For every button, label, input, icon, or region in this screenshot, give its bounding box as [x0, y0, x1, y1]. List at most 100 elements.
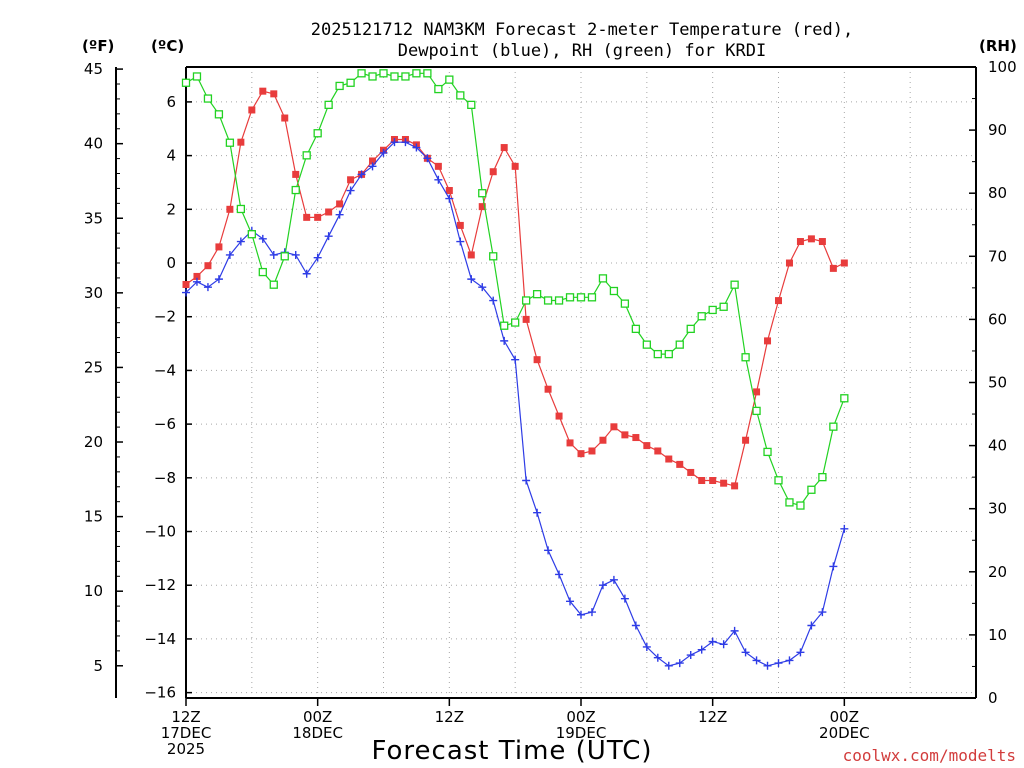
fahrenheit-tick-label: 40 — [84, 135, 103, 153]
temperature-point — [555, 412, 563, 420]
temperature-point — [588, 447, 596, 455]
rh-point — [829, 422, 838, 431]
rh-point — [609, 286, 619, 296]
rh-tick-label: 70 — [988, 247, 1007, 265]
temperature-point — [610, 423, 618, 431]
celsius-tick-label: −12 — [144, 576, 176, 594]
dewpoint-point — [192, 277, 201, 286]
chart-title-line2: Dewpoint (blue), RH (green) for KRDI — [398, 41, 766, 61]
temperature-point — [445, 187, 453, 195]
dewpoint-point — [664, 661, 673, 670]
rh-point — [631, 324, 641, 334]
rh-point — [247, 230, 256, 239]
rh-point — [456, 91, 465, 100]
dewpoint-point — [203, 283, 212, 292]
temperature-point — [270, 90, 278, 98]
rh-point — [335, 81, 344, 91]
dewpoint-point — [818, 608, 827, 617]
rh-point — [565, 293, 575, 302]
temperature-point — [796, 238, 804, 246]
dewpoint-point — [291, 250, 300, 259]
rh-point — [346, 78, 355, 87]
temperature-point — [467, 251, 475, 259]
temperature-point — [193, 272, 201, 280]
rh-point — [763, 447, 772, 457]
dewpoint-point — [423, 154, 432, 163]
temperature-point — [654, 447, 662, 455]
x-tick-label: 2025 — [167, 740, 205, 758]
rh-point — [445, 75, 454, 84]
temperature-point — [665, 455, 673, 463]
rh-point — [730, 280, 739, 289]
rh-point — [368, 72, 377, 81]
dewpoint-point — [225, 250, 234, 259]
dewpoint-point — [785, 656, 794, 665]
dewpoint-point — [719, 640, 728, 649]
temperature-point — [742, 436, 750, 444]
grid — [186, 67, 976, 698]
rh-point — [357, 69, 366, 78]
temperature-point — [215, 243, 223, 251]
dewpoint-point — [489, 296, 498, 305]
dewpoint-point — [796, 648, 805, 657]
x-tick-label: 12Z — [698, 708, 727, 726]
dewpoint-point — [357, 170, 366, 179]
temperature-line — [185, 90, 845, 487]
rh-point — [532, 290, 542, 299]
celsius-tick-label: 6 — [166, 93, 176, 111]
rh-point — [379, 69, 388, 78]
rh-point — [554, 296, 564, 305]
dewpoint-point — [752, 656, 761, 665]
dewpoint-point — [401, 138, 410, 147]
x-tick-label: 00Z — [566, 708, 595, 726]
temperature-point — [281, 114, 289, 122]
x-tick-label: 18DEC — [292, 724, 343, 742]
rh-point — [686, 324, 695, 334]
celsius-tick-label: 0 — [166, 254, 176, 272]
rh-point — [324, 100, 333, 110]
rh-point — [708, 305, 717, 315]
dewpoint-point — [763, 661, 772, 670]
rh-point — [225, 138, 235, 147]
rh-unit-label: (RH) — [979, 37, 1017, 55]
celsius-tick-label: 2 — [166, 200, 176, 218]
rh-point — [598, 274, 608, 283]
rh-point — [313, 129, 322, 138]
dewpoint-point — [544, 546, 553, 555]
dewpoint-point — [533, 508, 542, 517]
rh-point — [269, 280, 278, 289]
temperature-point — [292, 170, 300, 178]
fahrenheit-tick-label: 20 — [84, 433, 103, 451]
rh-point — [401, 72, 410, 81]
dewpoint-point — [335, 210, 344, 219]
dewpoint-point — [302, 269, 311, 278]
temperature-point — [775, 297, 782, 305]
rh-point — [741, 353, 750, 362]
dewpoint-point — [445, 194, 454, 203]
dewpoint-point — [708, 637, 717, 646]
dewpoint-point — [467, 275, 476, 284]
dewpoint-point — [829, 562, 838, 571]
dewpoint-point — [522, 476, 531, 485]
temperature-point — [829, 264, 837, 272]
rh-point — [642, 340, 651, 349]
dewpoint-point — [236, 237, 245, 246]
dewpoint-point — [730, 626, 739, 635]
dewpoint-point — [686, 651, 695, 660]
source-credit: coolwx.com/modelts — [843, 746, 1016, 765]
dewpoint-point — [390, 138, 399, 147]
fahrenheit-tick-label: 25 — [84, 358, 103, 376]
dewpoint-point — [346, 186, 355, 195]
temperature-point — [621, 431, 629, 439]
temperature-point — [785, 259, 793, 267]
rh-point — [412, 69, 421, 78]
temperature-point — [676, 460, 684, 468]
rh-tick-label: 30 — [988, 500, 1007, 518]
rh-point — [500, 321, 509, 330]
dewpoint-point — [258, 234, 267, 243]
chart-title-line1: 2025121712 NAM3KM Forecast 2-meter Tempe… — [311, 20, 853, 40]
fahrenheit-tick-label: 15 — [84, 508, 103, 526]
fahrenheit-tick-label: 10 — [84, 582, 103, 600]
rh-point — [214, 110, 224, 119]
dewpoint-point — [456, 237, 465, 246]
